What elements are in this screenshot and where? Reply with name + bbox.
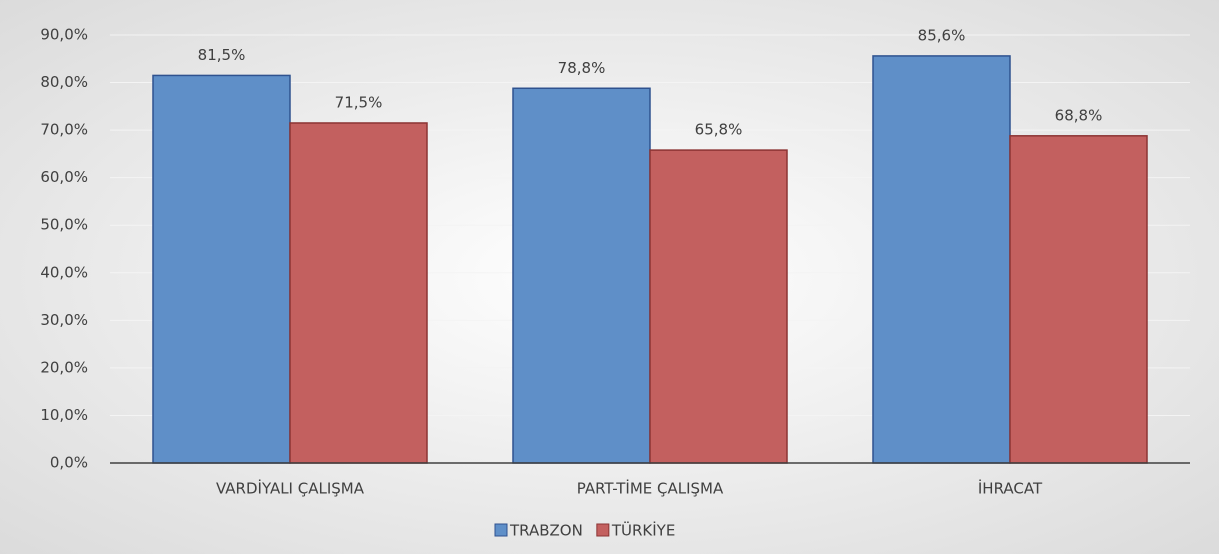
bar [152, 74, 291, 464]
y-tick-label: 0,0% [50, 454, 88, 472]
legend-label: TÜRKİYE [611, 521, 675, 540]
y-tick-label: 10,0% [40, 406, 88, 424]
data-label: 68,8% [1055, 106, 1103, 124]
y-tick-label: 40,0% [40, 263, 88, 281]
y-tick-label: 90,0% [40, 26, 88, 44]
y-tick-label: 80,0% [40, 73, 88, 91]
bar [872, 55, 1011, 464]
y-tick-label: 30,0% [40, 311, 88, 329]
data-label: 71,5% [335, 93, 383, 111]
data-label: 81,5% [198, 46, 246, 64]
y-tick-label: 70,0% [40, 121, 88, 139]
data-label: 65,8% [695, 121, 743, 139]
data-label: 85,6% [918, 26, 966, 44]
data-label: 78,8% [558, 59, 606, 77]
bar [512, 87, 651, 464]
x-tick-label: PART-TİME ÇALIŞMA [577, 479, 724, 498]
legend-label: TRABZON [509, 522, 583, 540]
y-tick-label: 20,0% [40, 358, 88, 376]
x-tick-label: İHRACAT [978, 479, 1043, 498]
y-tick-label: 60,0% [40, 168, 88, 186]
legend-swatch [494, 523, 508, 537]
legend-swatch [596, 523, 610, 537]
bar [649, 149, 788, 464]
y-tick-label: 50,0% [40, 216, 88, 234]
x-tick-label: VARDİYALI ÇALIŞMA [216, 479, 365, 498]
bar [1009, 135, 1148, 464]
bar [289, 122, 428, 464]
